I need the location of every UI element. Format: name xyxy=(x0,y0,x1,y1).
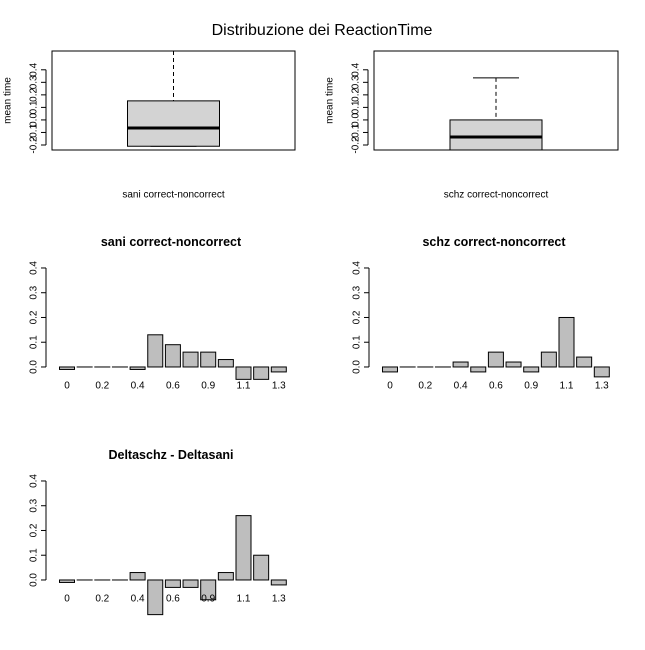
x-tick-label: 0.4 xyxy=(454,381,468,392)
box xyxy=(128,101,220,146)
y-tick-label: 0.4 xyxy=(29,261,40,275)
bar xyxy=(559,317,574,367)
y-tick-label: 0.3 xyxy=(352,285,363,299)
bar xyxy=(594,367,609,377)
y-tick-label: 0.2 xyxy=(29,310,40,324)
x-tick-label: 0.9 xyxy=(524,381,538,392)
y-tick-label: 0.0 xyxy=(29,360,40,374)
x-tick-label: 1.3 xyxy=(595,381,609,392)
y-tick-label: 0.4 xyxy=(351,62,362,76)
y-tick-label: 0.0 xyxy=(352,360,363,374)
bar xyxy=(60,367,75,369)
chart-title: sani correct-noncorrect xyxy=(101,235,242,249)
y-tick-label: 0.0 xyxy=(29,573,40,587)
bar xyxy=(383,367,398,372)
bar xyxy=(271,367,286,372)
x-tick-label: 0 xyxy=(387,381,393,392)
bar xyxy=(60,580,75,582)
bar xyxy=(541,352,556,367)
bar xyxy=(183,580,198,587)
x-tick-label: 0.4 xyxy=(131,594,145,605)
bar xyxy=(130,367,145,369)
figure-title: Distribuzione dei ReactionTime xyxy=(212,22,433,39)
bar xyxy=(577,357,592,367)
y-tick-label: 0.4 xyxy=(29,62,40,76)
x-tick-label: 1.1 xyxy=(237,594,251,605)
y-tick-label: 0.3 xyxy=(29,285,40,299)
y-tick-label: 0.1 xyxy=(29,548,40,562)
bar xyxy=(506,362,521,367)
bar xyxy=(524,367,539,372)
x-tick-label: 0.6 xyxy=(166,381,180,392)
x-tick-label: 0.2 xyxy=(95,594,109,605)
y-tick-label: 0.4 xyxy=(29,474,40,488)
x-tick-label: 0.9 xyxy=(201,594,215,605)
bar xyxy=(218,573,233,580)
box xyxy=(450,120,542,150)
x-tick-label: 0.6 xyxy=(166,594,180,605)
x-axis-label: sani correct-noncorrect xyxy=(122,190,224,201)
y-tick-label: 0.1 xyxy=(352,335,363,349)
x-tick-label: 1.3 xyxy=(272,381,286,392)
x-axis-label: schz correct-noncorrect xyxy=(444,190,549,201)
y-axis-label: mean time xyxy=(3,77,14,124)
y-tick-label: 0.2 xyxy=(352,310,363,324)
bar xyxy=(254,367,269,379)
y-axis-label: mean time xyxy=(325,77,336,124)
x-tick-label: 0 xyxy=(64,594,70,605)
bar xyxy=(148,580,163,615)
y-tick-label: 0.2 xyxy=(29,523,40,537)
bar xyxy=(148,335,163,367)
bar xyxy=(471,367,486,372)
x-tick-label: 0.9 xyxy=(201,381,215,392)
x-tick-label: 0 xyxy=(64,381,70,392)
y-tick-label: 0.1 xyxy=(29,335,40,349)
x-tick-label: 0.4 xyxy=(131,381,145,392)
bar xyxy=(236,516,251,580)
y-tick-label: 0.4 xyxy=(352,261,363,275)
bar xyxy=(271,580,286,585)
bar xyxy=(488,352,503,367)
chart-title: Deltaschz - Deltasani xyxy=(108,448,233,462)
bar xyxy=(453,362,468,367)
x-tick-label: 0.6 xyxy=(489,381,503,392)
x-tick-label: 1.1 xyxy=(237,381,251,392)
x-tick-label: 0.2 xyxy=(95,381,109,392)
chart-title: schz correct-noncorrect xyxy=(422,235,566,249)
bar xyxy=(165,345,180,367)
x-tick-label: 1.3 xyxy=(272,594,286,605)
bar xyxy=(165,580,180,587)
y-tick-label: 0.3 xyxy=(29,498,40,512)
x-tick-label: 0.2 xyxy=(418,381,432,392)
bar xyxy=(218,360,233,367)
bar xyxy=(201,352,216,367)
bar xyxy=(236,367,251,379)
bar xyxy=(130,573,145,580)
bar xyxy=(183,352,198,367)
bar xyxy=(254,555,269,580)
x-tick-label: 1.1 xyxy=(560,381,574,392)
